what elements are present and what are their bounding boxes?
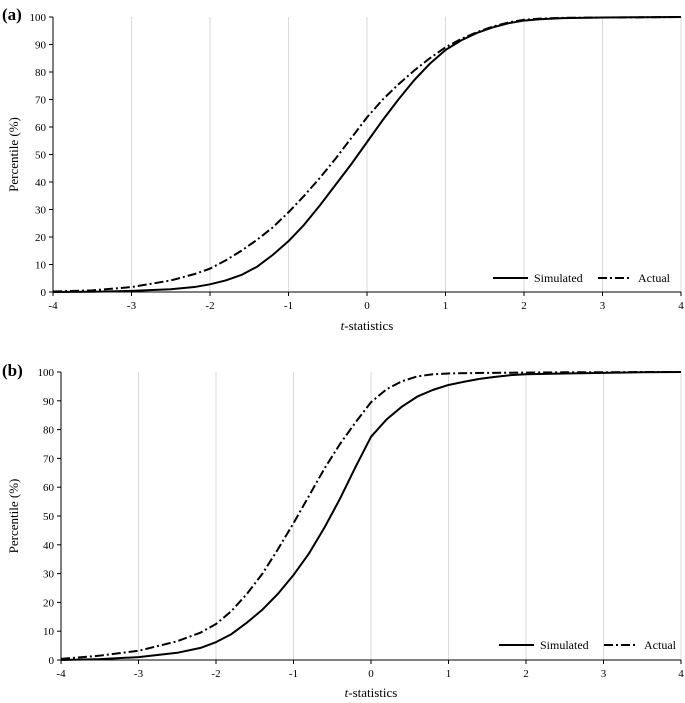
x-tick-label: -1: [289, 668, 298, 680]
x-tick-label: 2: [523, 668, 529, 680]
y-tick-label: 20: [35, 232, 47, 244]
chart-panel-b: 0 10 20 30 40 50 60 70 80 90 100 -4 -3 -2 -1 0 1 2 3 4 Perce…: [2, 361, 684, 700]
chart-panel-a: 0 10 20 30 40 50 60 70 80 90 100 -4 -3 -2 -1 0 1 2 3 4 Perce…: [2, 5, 684, 333]
legend-label-simulated: Simulated: [534, 271, 583, 285]
x-tick-label: 0: [368, 668, 374, 680]
y-tick-label: 100: [38, 367, 55, 379]
x-axis-title-rest: -statistics: [348, 685, 397, 700]
y-tick-label: 50: [43, 511, 55, 523]
x-tick-label: -3: [134, 668, 144, 680]
x-tick-label: -1: [284, 300, 293, 312]
y-axis-title: Percentile (%): [6, 117, 21, 192]
x-axis-title-italic: t: [345, 685, 349, 700]
legend: Simulated Actual: [493, 271, 671, 285]
series-line-actual: [60, 371, 681, 660]
x-axis-title: t-statistics: [341, 318, 394, 333]
y-tick-label: 60: [35, 122, 47, 134]
y-tick-label: 90: [43, 396, 55, 408]
legend-label-actual: Actual: [638, 271, 671, 285]
y-tick-label: 40: [43, 540, 55, 552]
y-tick-label: 0: [41, 287, 47, 299]
legend-label-actual: Actual: [644, 638, 677, 652]
x-tick-label: 2: [521, 300, 527, 312]
y-tick-label: 100: [30, 12, 47, 24]
panel-tag: (a): [2, 5, 22, 24]
y-tick-label: 70: [35, 95, 47, 107]
y-tick-label: 0: [49, 655, 55, 667]
legend-label-simulated: Simulated: [540, 638, 589, 652]
x-axis-title-rest: -statistics: [344, 318, 393, 333]
x-axis-title: t-statistics: [345, 685, 398, 700]
x-tick-label: 3: [600, 300, 606, 312]
x-tick-label: -4: [56, 668, 66, 680]
y-tick-label: 20: [43, 597, 55, 609]
x-tick-label: 0: [364, 300, 370, 312]
x-tick-label: -2: [211, 668, 220, 680]
x-tick-label: 1: [443, 300, 449, 312]
x-tick-label: 4: [678, 668, 684, 680]
x-tick-label: 4: [678, 300, 684, 312]
y-tick-label: 40: [35, 177, 47, 189]
y-tick-label: 50: [35, 150, 47, 162]
y-tick-label: 10: [35, 260, 47, 272]
x-tick-label: -2: [205, 300, 214, 312]
x-tick-label: 3: [601, 668, 607, 680]
y-tick-label: 30: [43, 569, 55, 581]
panel-tag: (b): [2, 361, 23, 380]
legend: Simulated Actual: [499, 638, 677, 652]
y-tick-label: 10: [43, 626, 55, 638]
y-axis-title: Percentile (%): [6, 479, 21, 554]
x-tick-label: 1: [446, 668, 452, 680]
y-tick-label: 90: [35, 40, 47, 52]
y-tick-label: 60: [43, 482, 55, 494]
y-tick-label: 70: [43, 453, 55, 465]
series-line-actual: [52, 16, 682, 293]
series-line-simulated: [60, 371, 682, 661]
y-tick-label: 30: [35, 205, 47, 217]
y-tick-label: 80: [35, 67, 47, 79]
x-tick-label: -3: [127, 300, 137, 312]
y-tick-label: 80: [43, 425, 55, 437]
x-axis-title-italic: t: [341, 318, 345, 333]
x-tick-label: -4: [48, 300, 58, 312]
